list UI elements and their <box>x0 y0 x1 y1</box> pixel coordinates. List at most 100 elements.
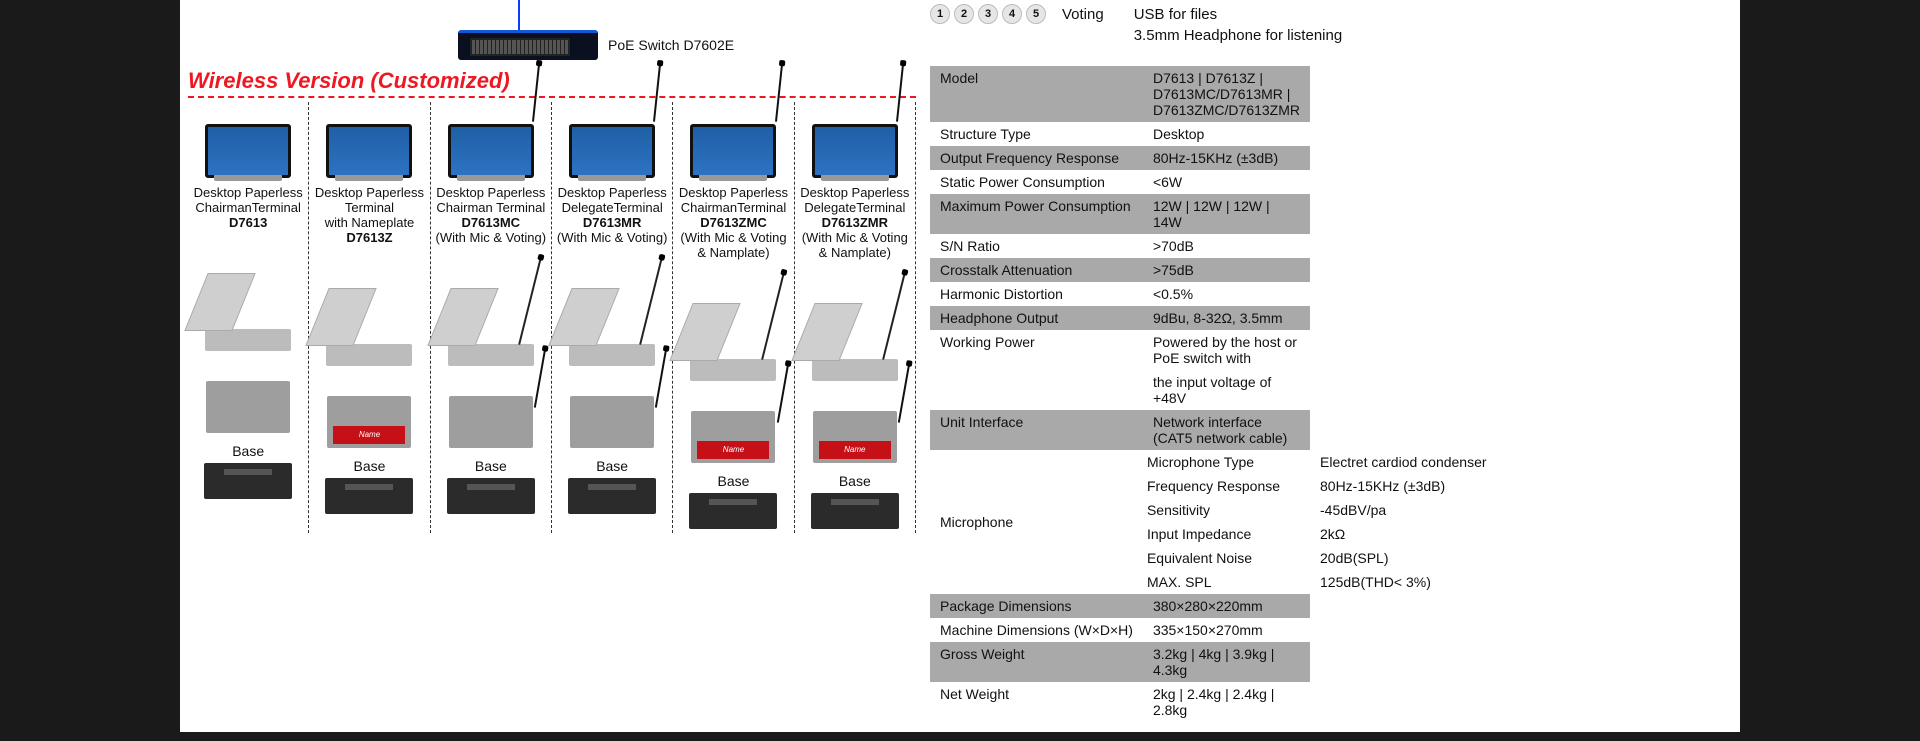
device-side-icon <box>433 256 549 366</box>
spec-key: S/N Ratio <box>930 234 1143 258</box>
base-label: Base <box>554 458 670 474</box>
spec-value: 125dB(THD< 3%) <box>1310 570 1524 594</box>
spec-value: 335×150×270mm <box>1143 618 1310 642</box>
device-front-icon <box>797 106 913 178</box>
spec-row: Machine Dimensions (W×D×H)335×150×270mm <box>930 618 1524 642</box>
spec-row: ModelD7613 | D7613Z | D7613MC/D7613MR | … <box>930 66 1524 122</box>
spec-key: Harmonic Distortion <box>930 282 1143 306</box>
spec-table: ModelD7613 | D7613Z | D7613MC/D7613MR | … <box>930 66 1524 722</box>
base-label: Base <box>433 458 549 474</box>
device-side-icon <box>311 256 427 366</box>
device-side-icon <box>554 256 670 366</box>
spec-row: Structure TypeDesktop <box>930 122 1524 146</box>
spec-key: Unit Interface <box>930 410 1143 450</box>
base-icon <box>204 463 292 499</box>
base-icon <box>568 478 656 514</box>
device-front-icon <box>433 106 549 178</box>
spec-value: <6W <box>1143 170 1310 194</box>
spec-value: <0.5% <box>1143 282 1310 306</box>
spec-row: Harmonic Distortion<0.5% <box>930 282 1524 306</box>
spec-row: the input voltage of +48V <box>930 370 1524 410</box>
spec-value: 2kΩ <box>1310 522 1524 546</box>
spec-key: Headphone Output <box>930 306 1143 330</box>
spec-key: Structure Type <box>930 122 1143 146</box>
spec-value: Desktop <box>1143 122 1310 146</box>
device-back-icon <box>433 376 549 448</box>
device-front-icon <box>554 106 670 178</box>
spec-key: Package Dimensions <box>930 594 1143 618</box>
device-back-icon: Name <box>797 391 913 463</box>
spec-row: Package Dimensions380×280×220mm <box>930 594 1524 618</box>
spec-row: Unit InterfaceNetwork interface (CAT5 ne… <box>930 410 1524 450</box>
device-back-icon: Name <box>675 391 791 463</box>
base-icon <box>689 493 777 529</box>
spec-row: MicrophoneMicrophone TypeElectret cardio… <box>930 450 1524 474</box>
voting-button-icon: 1 <box>930 4 950 24</box>
product-column: Desktop PaperlessChairman TerminalD7613M… <box>430 102 551 533</box>
product-column: Desktop PaperlessChairmanTerminalD7613Ba… <box>188 102 308 533</box>
poe-switch-label: PoE Switch D7602E <box>608 37 734 53</box>
voting-buttons-icon: 12345Voting <box>930 4 1104 24</box>
spec-value: Network interface (CAT5 network cable) <box>1143 410 1310 450</box>
spec-key: Net Weight <box>930 682 1143 722</box>
spec-row: Headphone Output9dBu, 8-32Ω, 3.5mm <box>930 306 1524 330</box>
arrow-down-icon <box>518 0 520 30</box>
voting-button-icon: 5 <box>1026 4 1046 24</box>
spec-key: MAX. SPL <box>1143 570 1310 594</box>
product-column: Desktop PaperlessDelegateTerminalD7613ZM… <box>794 102 915 533</box>
spec-row: S/N Ratio>70dB <box>930 234 1524 258</box>
spec-value: >70dB <box>1143 234 1310 258</box>
device-back-icon <box>554 376 670 448</box>
spec-value: the input voltage of +48V <box>1143 370 1310 410</box>
spec-panel: 12345Voting USB for files 3.5mm Headphon… <box>930 0 1530 722</box>
section-heading: Wireless Version (Customized) <box>188 68 916 94</box>
device-back-icon: Name <box>311 376 427 448</box>
device-front-icon <box>675 106 791 178</box>
spec-key: Machine Dimensions (W×D×H) <box>930 618 1143 642</box>
spec-value: 380×280×220mm <box>1143 594 1310 618</box>
product-caption: Desktop PaperlessDelegateTerminalD7613MR… <box>554 186 670 246</box>
product-grid: Desktop PaperlessChairmanTerminalD7613 Ba… <box>188 102 916 533</box>
voting-label: Voting <box>1062 6 1104 23</box>
spec-value: -45dBV/pa <box>1310 498 1524 522</box>
spec-key: Input Impedance <box>1143 522 1310 546</box>
product-column: Desktop PaperlessTerminalwith NameplateD… <box>308 102 429 533</box>
spec-row: Working PowerPowered by the host or PoE … <box>930 330 1524 370</box>
product-caption: Desktop PaperlessChairmanTerminalD7613ZM… <box>675 186 791 261</box>
spec-value: 12W | 12W | 12W | 14W <box>1143 194 1310 234</box>
feature-usb: USB for files <box>1134 4 1342 25</box>
spec-value: 80Hz-15KHz (±3dB) <box>1310 474 1524 498</box>
base-label: Base <box>311 458 427 474</box>
feature-row: 12345Voting USB for files 3.5mm Headphon… <box>930 4 1524 46</box>
feature-headphone: 3.5mm Headphone for listening <box>1134 25 1342 46</box>
base-label: Base <box>675 473 791 489</box>
product-datasheet: PoE Switch D7602E Wireless Version (Cust… <box>180 0 1740 732</box>
spec-row: Output Frequency Response80Hz-15KHz (±3d… <box>930 146 1524 170</box>
spec-value: 20dB(SPL) <box>1310 546 1524 570</box>
poe-switch-icon <box>458 30 598 60</box>
product-lineup: PoE Switch D7602E Wireless Version (Cust… <box>180 0 920 722</box>
device-side-icon <box>675 271 791 381</box>
feature-text: USB for files 3.5mm Headphone for listen… <box>1134 4 1342 46</box>
spec-key <box>930 370 1143 410</box>
product-column: Desktop PaperlessDelegateTerminalD7613MR… <box>551 102 672 533</box>
spec-key: Microphone Type <box>1143 450 1310 474</box>
spec-value: 80Hz-15KHz (±3dB) <box>1143 146 1310 170</box>
spec-key: Maximum Power Consumption <box>930 194 1143 234</box>
spec-key: Working Power <box>930 330 1143 370</box>
spec-key: Crosstalk Attenuation <box>930 258 1143 282</box>
spec-value: Powered by the host or PoE switch with <box>1143 330 1310 370</box>
device-side-icon <box>797 271 913 381</box>
spec-key: Output Frequency Response <box>930 146 1143 170</box>
device-back-icon <box>190 361 306 433</box>
spec-key: Static Power Consumption <box>930 170 1143 194</box>
spec-row: Maximum Power Consumption12W | 12W | 12W… <box>930 194 1524 234</box>
product-caption: Desktop PaperlessChairmanTerminalD7613 <box>190 186 306 231</box>
base-icon <box>325 478 413 514</box>
base-icon <box>811 493 899 529</box>
spec-value: 9dBu, 8-32Ω, 3.5mm <box>1143 306 1310 330</box>
spec-row: Net Weight2kg | 2.4kg | 2.4kg | 2.8kg <box>930 682 1524 722</box>
spec-key: Model <box>930 66 1143 122</box>
product-caption: Desktop PaperlessDelegateTerminalD7613ZM… <box>797 186 913 261</box>
mic-group-label: Microphone <box>930 450 1143 594</box>
